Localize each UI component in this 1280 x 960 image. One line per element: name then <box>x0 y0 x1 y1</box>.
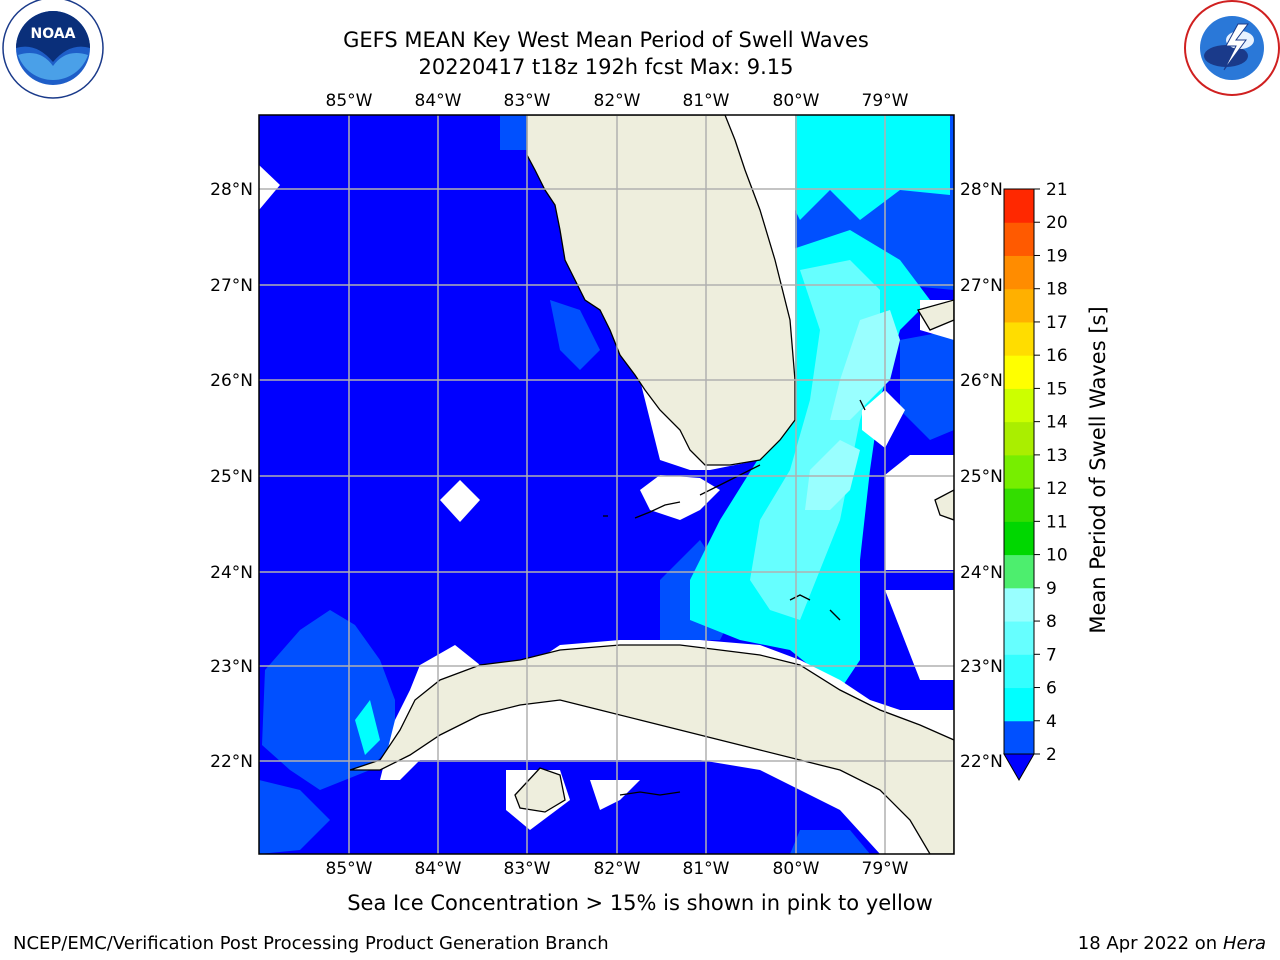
lon-label: 79°W <box>862 859 909 879</box>
lon-labels-top: 85°W 84°W 83°W 82°W 81°W 80°W 79°W <box>326 91 909 111</box>
colorbar-under-triangle <box>1003 753 1035 782</box>
colorbar-tick-label: 13 <box>1046 446 1068 466</box>
lat-label: 27°N <box>210 276 253 296</box>
lon-label: 83°W <box>504 91 551 111</box>
swell-band-8-9 <box>805 310 900 510</box>
colorbar-tick-label: 4 <box>1046 712 1057 732</box>
colorbar-tick-label: 11 <box>1046 512 1068 532</box>
footer-date-text: 18 Apr 2022 on <box>1077 933 1223 954</box>
lon-label: 83°W <box>504 859 551 879</box>
colorbar-tick-label: 8 <box>1046 612 1057 632</box>
colorbar-tick-label: 14 <box>1046 413 1068 433</box>
colorbar-tick-label: 7 <box>1046 645 1057 665</box>
lat-label: 25°N <box>210 467 253 487</box>
map-grid <box>259 115 954 854</box>
florida-land <box>526 115 796 466</box>
lat-label: 22°N <box>210 752 253 772</box>
sea-ice-note: Sea Ice Concentration > 15% is shown in … <box>347 891 933 915</box>
colorbar-segment <box>1004 388 1034 423</box>
colorbar-tick-label: 20 <box>1046 213 1068 233</box>
colorbar-segment <box>1004 355 1034 389</box>
lon-label: 79°W <box>862 91 909 111</box>
colorbar-tick-label: 15 <box>1046 379 1068 399</box>
map-frame <box>258 114 955 855</box>
keys-coastline <box>603 399 866 796</box>
lat-labels-left: 28°N 27°N 26°N 25°N 24°N 23°N 22°N <box>210 180 253 772</box>
lat-label: 23°N <box>960 657 1003 677</box>
colorbar-segment <box>1004 654 1034 689</box>
colorbar-segment <box>1004 587 1034 622</box>
colorbar-tick-label: 9 <box>1046 579 1057 599</box>
lon-label: 82°W <box>594 91 641 111</box>
colorbar-tick-label: 10 <box>1046 546 1068 566</box>
colorbar-tick-label: 18 <box>1046 280 1068 300</box>
svg-text:NOAA: NOAA <box>31 26 76 42</box>
lon-label: 81°W <box>683 859 730 879</box>
lat-label: 22°N <box>960 752 1003 772</box>
lat-label: 26°N <box>210 371 253 391</box>
lat-label: 27°N <box>960 276 1003 296</box>
colorbar: 2 4 6 7 8 9 10 11 12 13 14 15 16 17 18 19 20 21 <box>1003 180 1068 782</box>
footer-host: Hera <box>1222 933 1266 954</box>
lat-label: 28°N <box>960 180 1003 200</box>
colorbar-segment <box>1004 720 1034 755</box>
colorbar-tick-label: 6 <box>1046 679 1057 699</box>
colorbar-tick-label: 17 <box>1046 313 1068 333</box>
map-title: GEFS MEAN Key West Mean Period of Swell … <box>343 28 869 52</box>
lon-label: 80°W <box>773 91 820 111</box>
colorbar-label: Mean Period of Swell Waves [s] <box>1086 306 1110 633</box>
colorbar-segment <box>1004 554 1034 589</box>
footer-date: 18 Apr 2022 on Hera <box>1078 933 1266 954</box>
lon-label: 84°W <box>415 91 462 111</box>
colorbar-segment <box>1004 189 1034 223</box>
colorbar-segment <box>1004 488 1034 522</box>
lon-label: 81°W <box>683 91 730 111</box>
footer-credit: NCEP/EMC/Verification Post Processing Pr… <box>13 933 609 954</box>
colorbar-segment <box>1004 222 1034 256</box>
map-forecast-info: 20220417 t18z 192h fcst Max: 9.15 <box>418 55 794 79</box>
lon-labels-bottom: 85°W 84°W 83°W 82°W 81°W 80°W 79°W <box>326 859 909 879</box>
lat-label: 26°N <box>960 371 1003 391</box>
lat-label: 24°N <box>960 563 1003 583</box>
colorbar-segment <box>1004 687 1034 722</box>
lon-label: 80°W <box>773 859 820 879</box>
noaa-logo-icon: NOAA <box>2 0 104 99</box>
lon-label: 82°W <box>594 859 641 879</box>
grand-bahama-land <box>917 299 954 331</box>
colorbar-tick-label: 2 <box>1046 745 1057 765</box>
colorbar-tick-label: 12 <box>1046 479 1068 499</box>
lat-label: 28°N <box>210 180 253 200</box>
swell-band-6-8 <box>750 260 880 620</box>
colorbar-tick-label: 21 <box>1046 180 1068 200</box>
colorbar-segment <box>1004 454 1034 489</box>
lat-label: 24°N <box>210 563 253 583</box>
colorbar-segment <box>1004 421 1034 456</box>
colorbar-segment <box>1004 288 1034 323</box>
lon-label: 84°W <box>415 859 462 879</box>
colorbar-segment <box>1004 321 1034 356</box>
lat-labels-right: 28°N 27°N 26°N 25°N 24°N 23°N 22°N <box>960 180 1003 772</box>
lat-label: 25°N <box>960 467 1003 487</box>
bahamas-land <box>934 489 954 521</box>
colorbar-segment <box>1004 621 1034 655</box>
lat-label: 23°N <box>210 657 253 677</box>
lon-label: 85°W <box>326 859 373 879</box>
colorbar-segment <box>1004 255 1034 290</box>
nws-logo-icon <box>1184 0 1280 96</box>
colorbar-frame <box>1003 188 1035 755</box>
colorbar-segment <box>1004 521 1034 556</box>
lon-label: 85°W <box>326 91 373 111</box>
cuba-land <box>349 644 954 854</box>
colorbar-tick-label: 19 <box>1046 246 1068 266</box>
colorbar-tick-label: 16 <box>1046 346 1068 366</box>
map-area <box>259 115 954 854</box>
